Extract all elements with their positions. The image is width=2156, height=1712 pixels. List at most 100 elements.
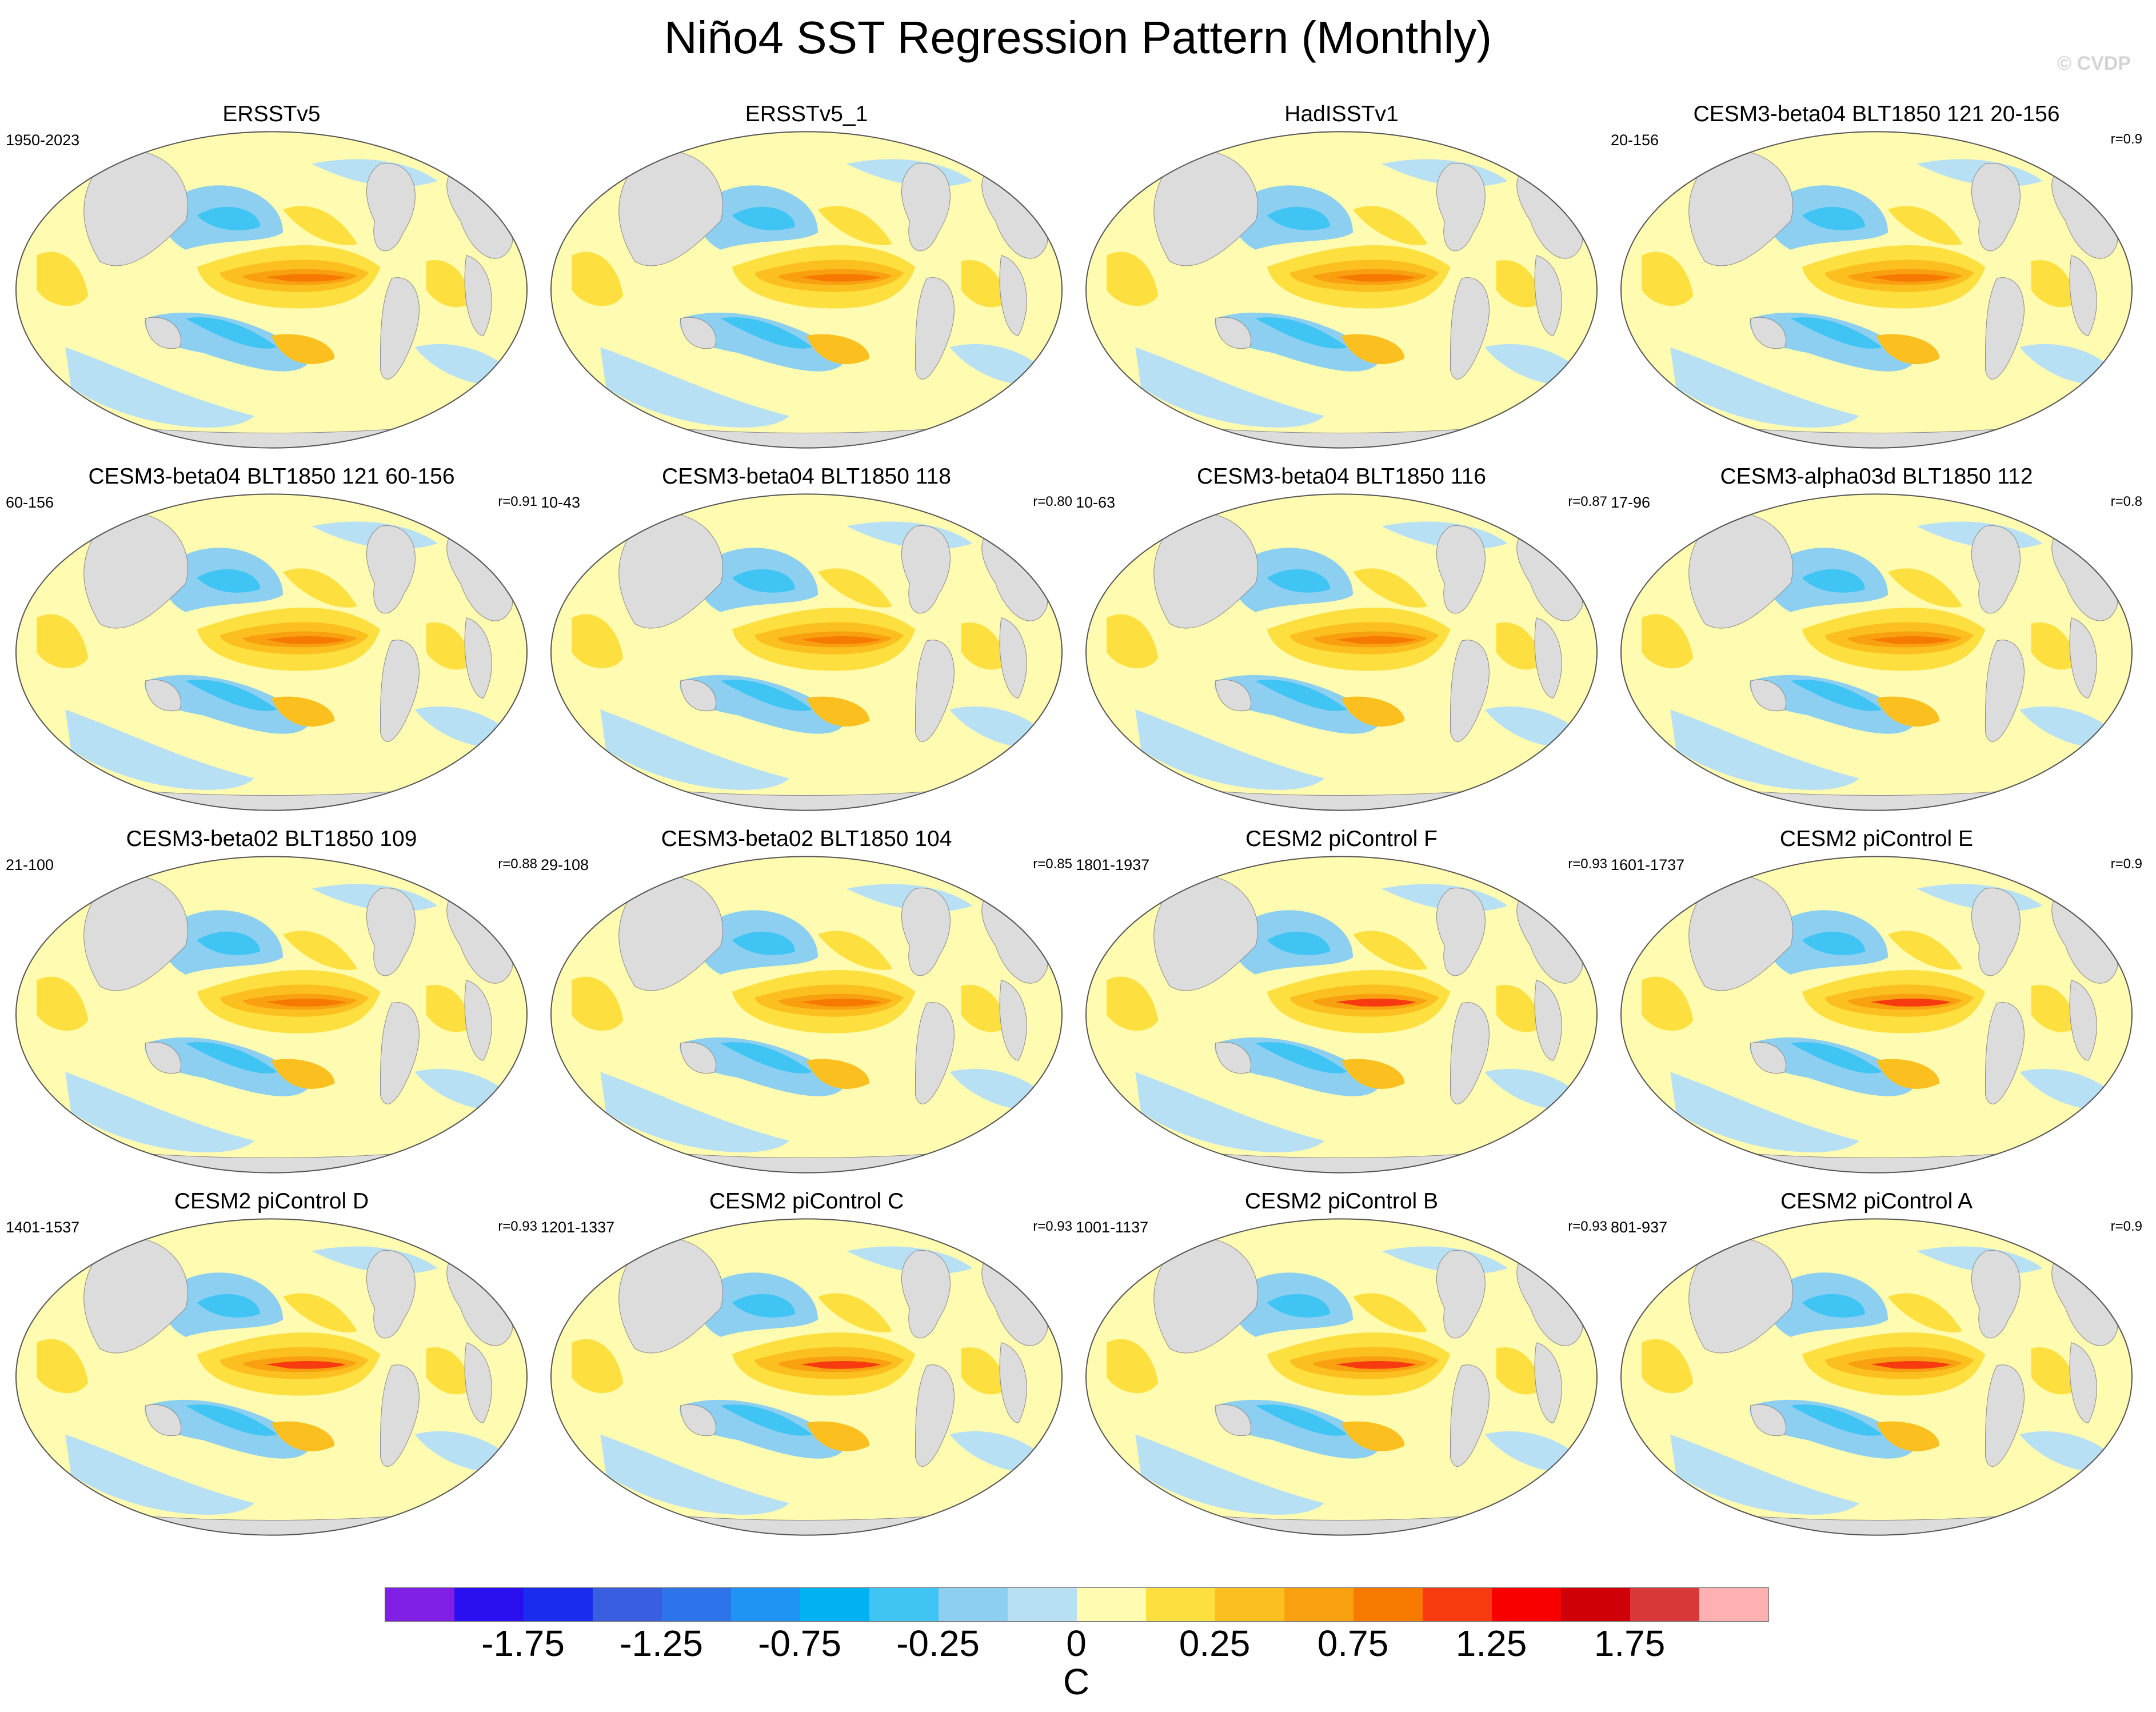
sst-anomaly-contour <box>197 206 260 230</box>
land-mass <box>915 1002 955 1104</box>
land-mass <box>1534 255 1562 336</box>
map-frame <box>549 492 1064 813</box>
sst-anomaly-contour <box>1750 1399 1917 1459</box>
panel-title: ERSSTv5_1 <box>745 102 868 126</box>
sst-anomaly-contour <box>1107 976 1159 1031</box>
map-panel: CESM2 piControl F 1801-1937 r=0.93 <box>1076 827 1607 1175</box>
map-panel: CESM2 piControl C 1201-1337 r=0.93 <box>541 1189 1072 1538</box>
land-mass <box>83 512 188 629</box>
sst-anomaly-contour <box>1335 998 1416 1007</box>
sst-anomaly-contour <box>732 1294 795 1318</box>
sst-anomaly-contour <box>1107 614 1159 669</box>
land-mass <box>1971 888 2021 976</box>
sst-anomaly-contour <box>145 312 312 372</box>
sst-anomaly-contour <box>806 334 870 364</box>
sst-anomaly-contour <box>1496 622 1542 670</box>
colorbar <box>385 1587 1769 1622</box>
panel-years: 1201-1337 <box>541 1219 615 1236</box>
map-panel: CESM3-beta04 BLT1850 118 10-43 r=0.80 <box>541 464 1072 813</box>
map-panel: CESM3-alpha03d BLT1850 112 17-96 r=0.8 <box>1611 464 2142 813</box>
map-frame <box>549 129 1064 450</box>
sst-anomaly-contour <box>1341 334 1405 364</box>
regression-map <box>15 131 528 449</box>
land-mass <box>1153 875 1258 991</box>
sst-anomaly-contour <box>1341 696 1405 727</box>
sst-anomaly-contour <box>1670 1072 1859 1152</box>
colorbar-swatch <box>800 1588 869 1621</box>
land-mass <box>999 617 1027 699</box>
panel-years: 60-156 <box>6 494 54 511</box>
map-panel: CESM3-beta04 BLT1850 116 10-63 r=0.87 <box>1076 464 1607 813</box>
land-mass <box>1153 150 1258 266</box>
sst-anomaly-contour <box>185 680 278 711</box>
sst-anomaly-contour <box>2031 984 2077 1032</box>
sst-anomaly-contour <box>1750 312 1917 372</box>
colorbar-tick-label: -0.25 <box>896 1623 980 1664</box>
land-mass <box>380 277 420 380</box>
land-mass <box>1153 512 1258 629</box>
regression-map <box>550 856 1063 1174</box>
sst-anomaly-contour <box>197 1294 260 1318</box>
sst-anomaly-contour <box>1802 569 1865 593</box>
panel-correlation: r=0.91 <box>498 494 537 509</box>
globe-outline <box>15 131 528 449</box>
panel-correlation: r=0.88 <box>498 856 537 872</box>
land-mass <box>999 980 1027 1061</box>
panel-title: CESM2 piControl D <box>174 1189 369 1214</box>
sst-anomaly-contour <box>1353 1293 1428 1332</box>
land-mass <box>1688 512 1793 629</box>
sst-anomaly-contour <box>800 636 881 644</box>
sst-anomaly-contour <box>272 696 335 727</box>
sst-anomaly-contour <box>1335 1360 1416 1369</box>
map-panel: HadISSTv1 <box>1076 102 1607 450</box>
land-mass <box>1971 525 2021 614</box>
map-frame <box>549 854 1064 1175</box>
land-mass <box>915 277 955 380</box>
land-mass <box>999 255 1027 336</box>
sst-anomaly-contour <box>1341 1421 1405 1451</box>
globe-outline <box>1620 1218 2133 1536</box>
land-mass <box>1450 277 1490 380</box>
panel-title: CESM3-beta04 BLT1850 121 20-156 <box>1693 102 2060 126</box>
map-panel: CESM3-beta04 BLT1850 121 60-156 60-156 r=0… <box>6 464 537 813</box>
sst-anomaly-contour <box>272 334 335 364</box>
land-mass <box>83 875 188 991</box>
map-frame <box>1084 492 1599 813</box>
map-frame <box>14 492 529 813</box>
sst-anomaly-contour <box>1642 252 1694 306</box>
colorbar-swatch <box>1077 1588 1146 1621</box>
sst-anomaly-contour <box>197 569 260 593</box>
land-mass <box>915 640 955 742</box>
regression-map <box>1085 493 1598 811</box>
sst-anomaly-contour <box>265 636 346 644</box>
panel-title: CESM3-beta04 BLT1850 116 <box>1197 464 1486 489</box>
land-mass <box>1750 1404 1786 1436</box>
globe-outline <box>1620 131 2133 449</box>
sst-anomaly-contour <box>720 1042 813 1074</box>
sst-anomaly-contour <box>145 675 312 734</box>
land-mass <box>1215 1041 1251 1074</box>
map-panel: ERSSTv5_1 <box>541 102 1072 450</box>
panel-years: 1601-1737 <box>1611 856 1685 873</box>
map-frame <box>1619 129 2134 450</box>
panel-title: ERSSTv5 <box>222 102 321 126</box>
panel-correlation: r=0.9 <box>2110 1219 2142 1234</box>
land-mass <box>1450 1364 1490 1467</box>
sst-anomaly-contour <box>1335 636 1416 644</box>
sst-anomaly-contour <box>818 568 893 608</box>
land-mass <box>2069 255 2097 336</box>
globe-outline <box>550 131 1063 449</box>
sst-anomaly-contour <box>65 347 254 428</box>
regression-map <box>1620 131 2133 449</box>
land-mass <box>1750 1041 1786 1074</box>
land-mass <box>380 1364 420 1467</box>
sst-anomaly-contour <box>1642 976 1694 1031</box>
panel-years: 801-937 <box>1611 1219 1668 1236</box>
sst-anomaly-contour <box>2031 1347 2077 1395</box>
panel-title: CESM2 piControl E <box>1779 827 1974 851</box>
sst-anomaly-contour <box>265 1360 346 1369</box>
sst-anomaly-contour <box>680 1399 847 1459</box>
sst-anomaly-contour <box>961 260 1007 308</box>
sst-anomaly-contour <box>1802 1294 1865 1318</box>
sst-anomaly-contour <box>1255 1404 1348 1436</box>
